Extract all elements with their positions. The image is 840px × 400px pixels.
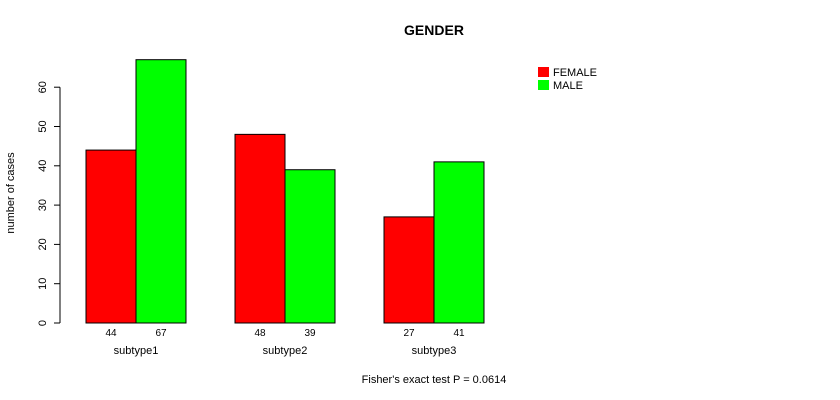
category-label-subtype3: subtype3	[412, 345, 457, 357]
y-axis: 0 10 20 30 40 50 60	[37, 81, 61, 326]
bar-value-label: 48	[254, 328, 266, 339]
category-labels: subtype1 subtype2 subtype3	[114, 345, 457, 357]
bar-male-subtype3	[433, 161, 485, 324]
bar-value-label: 27	[403, 328, 415, 339]
category-label-subtype2: subtype2	[263, 345, 308, 357]
bar-value-label: 39	[304, 328, 316, 339]
bar-value-label: 67	[155, 328, 167, 339]
bar-male-subtype2	[284, 169, 336, 324]
y-tick-label: 20	[37, 238, 49, 250]
bar-value-label: 41	[453, 328, 465, 339]
y-tick-label: 40	[37, 160, 49, 172]
legend-swatch-male	[538, 80, 549, 90]
y-tick-label: 30	[37, 199, 49, 211]
fisher-test-note: Fisher's exact test P = 0.0614	[362, 374, 507, 386]
y-tick-label: 50	[37, 120, 49, 132]
bar-value-labels: 44 67 48 39 27 41	[105, 328, 465, 339]
bar-female-subtype3	[383, 216, 435, 324]
legend-label-female: FEMALE	[553, 67, 597, 79]
legend-swatch-female	[538, 67, 549, 77]
bars-group	[85, 59, 485, 324]
chart-title: GENDER	[404, 22, 464, 38]
y-axis-label: number of cases	[5, 152, 17, 234]
category-label-subtype1: subtype1	[114, 345, 159, 357]
y-tick-label: 60	[37, 81, 49, 93]
bar-value-label: 44	[105, 328, 117, 339]
y-tick-label: 0	[37, 320, 49, 326]
bar-male-subtype1	[135, 59, 187, 324]
legend-label-male: MALE	[553, 80, 583, 92]
y-tick-label: 10	[37, 278, 49, 290]
bar-female-subtype1	[85, 149, 137, 324]
bar-female-subtype2	[234, 133, 286, 324]
